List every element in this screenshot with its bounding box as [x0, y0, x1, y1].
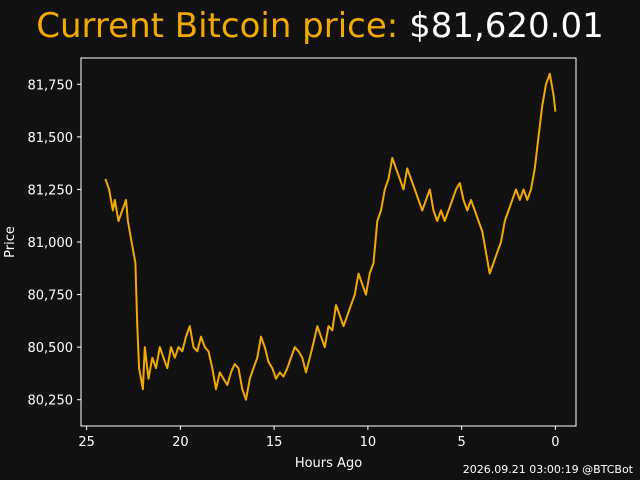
y-tick-label: 80,750: [28, 289, 74, 304]
x-axis-label: Hours Ago: [295, 456, 362, 471]
y-axis-label: Price: [3, 226, 18, 258]
y-tick-label: 80,500: [28, 341, 74, 356]
price-label: Current Bitcoin price:: [36, 6, 399, 46]
x-tick-label: 10: [360, 435, 377, 450]
plot-area: [104, 72, 557, 401]
footer-timestamp: 2026.09.21 03:00:19 @BTCBot: [462, 463, 633, 476]
x-tick-label: 0: [551, 435, 559, 450]
x-tick-label: 15: [266, 435, 283, 450]
x-tick-label: 20: [172, 435, 189, 450]
price-series-line: [104, 72, 557, 401]
y-tick-label: 81,000: [28, 236, 74, 251]
y-tick-label: 81,500: [28, 131, 74, 146]
x-tick-label: 25: [78, 435, 95, 450]
page-title: Current Bitcoin price: $81,620.01: [0, 6, 640, 46]
price-value: $81,620.01: [409, 6, 604, 46]
x-tick-label: 5: [457, 435, 465, 450]
y-tick-label: 80,250: [28, 394, 74, 409]
y-tick-label: 81,250: [28, 183, 74, 198]
x-axis: 25 20 15 10 5 0: [78, 426, 560, 450]
y-axis: 80,250 80,500 80,750 81,000 81,250 81,500 81,7…: [28, 78, 81, 409]
y-tick-label: 81,750: [28, 78, 74, 93]
